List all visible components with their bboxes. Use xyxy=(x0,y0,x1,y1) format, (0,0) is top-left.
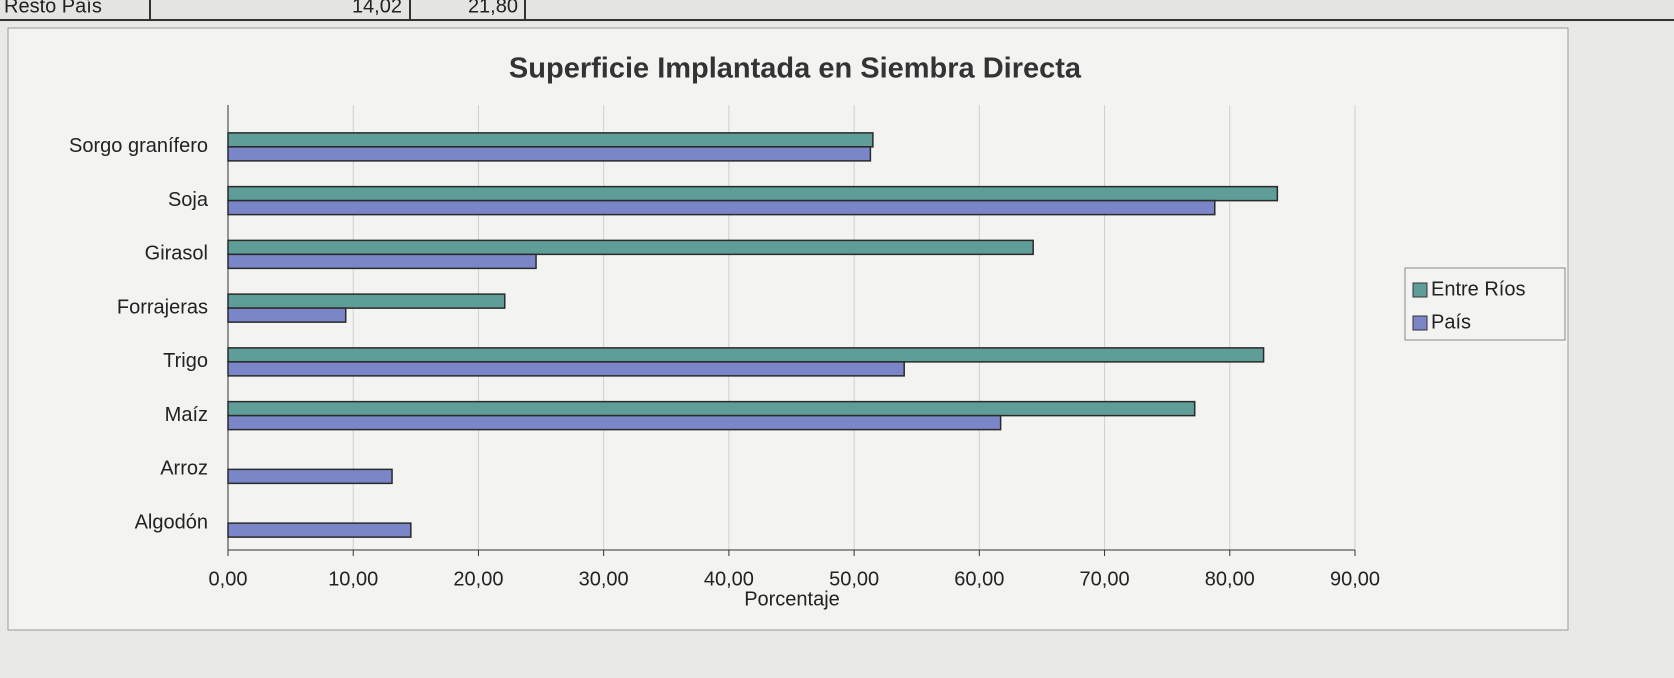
bar xyxy=(227,361,905,377)
y-tick-label: Girasol xyxy=(145,243,208,265)
bar xyxy=(227,293,506,309)
legend-label: País xyxy=(1431,311,1471,333)
x-tick-label: 0,00 xyxy=(209,568,248,590)
bar xyxy=(227,347,1265,363)
y-tick-label: Algodón xyxy=(135,511,208,533)
x-tick-label: 80,00 xyxy=(1205,568,1255,590)
bar xyxy=(227,199,1216,216)
x-tick-label: 40,00 xyxy=(704,568,754,590)
table-cell: Resto País xyxy=(4,0,102,17)
table-cell: 14,02 xyxy=(352,0,402,17)
chart-area xyxy=(7,27,1569,631)
y-tick-label: Soja xyxy=(168,189,209,211)
legend-swatch xyxy=(1412,282,1428,298)
x-tick-label: 10,00 xyxy=(328,568,378,590)
bar xyxy=(227,239,1034,256)
bar xyxy=(227,400,1196,417)
legend xyxy=(1404,267,1566,341)
x-tick-label: 50,00 xyxy=(829,568,879,590)
bar xyxy=(227,414,1002,431)
bar xyxy=(227,253,537,270)
table-strip xyxy=(0,0,1674,22)
x-tick-label: 20,00 xyxy=(453,568,503,590)
bar xyxy=(227,146,872,162)
x-tick-label: 60,00 xyxy=(954,568,1004,590)
table-cell: 21,80 xyxy=(468,0,518,17)
legend-swatch xyxy=(1412,315,1428,331)
chart-title: Superficie Implantada en Siembra Directa xyxy=(509,53,1082,85)
y-tick-label: Maíz xyxy=(165,404,208,426)
legend-label: Entre Ríos xyxy=(1431,278,1525,300)
x-tick-label: 90,00 xyxy=(1330,568,1380,590)
y-tick-label: Sorgo granífero xyxy=(69,135,208,157)
bar xyxy=(227,522,412,538)
x-tick-label: 70,00 xyxy=(1080,568,1130,590)
bar xyxy=(227,307,347,323)
bar xyxy=(227,468,393,485)
x-axis-title: Porcentaje xyxy=(744,588,840,610)
bar xyxy=(227,185,1279,202)
y-tick-label: Arroz xyxy=(160,458,208,480)
y-tick-label: Trigo xyxy=(163,350,208,372)
x-tick-label: 30,00 xyxy=(579,568,629,590)
y-tick-label: Forrajeras xyxy=(117,296,208,318)
bar xyxy=(227,132,874,148)
